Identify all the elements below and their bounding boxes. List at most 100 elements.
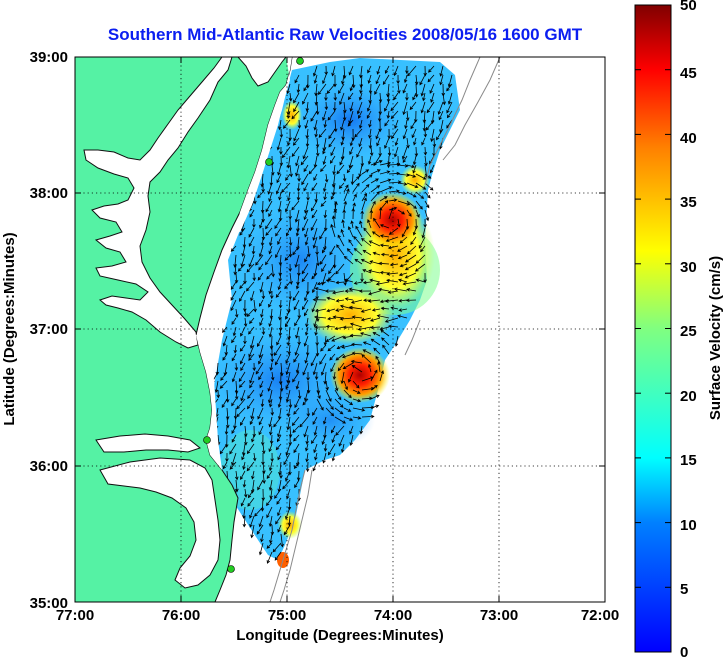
velocity-arrow	[333, 92, 338, 101]
velocity-arrow	[425, 119, 435, 131]
velocity-arrow	[314, 128, 318, 138]
velocity-arrow	[324, 101, 329, 111]
velocity-arrow	[301, 173, 309, 186]
velocity-arrow	[304, 227, 309, 238]
velocity-arrow	[358, 110, 363, 119]
velocity-arrow	[331, 434, 336, 444]
velocity-arrow	[288, 398, 293, 409]
velocity-arrow	[361, 193, 368, 202]
velocity-arrow	[293, 407, 300, 415]
velocity-arrow	[316, 254, 320, 267]
velocity-arrow	[268, 245, 273, 255]
velocity-arrow	[343, 398, 354, 406]
velocity-arrow	[397, 200, 411, 206]
velocity-arrow	[379, 161, 392, 166]
velocity-arrow	[329, 245, 336, 256]
velocity-arrow	[323, 191, 327, 201]
velocity-arrow	[356, 101, 363, 115]
velocity-arrow	[310, 110, 318, 122]
velocity-arrow	[386, 92, 391, 103]
velocity-arrow	[249, 317, 255, 325]
velocity-arrow	[268, 299, 273, 308]
velocity-arrow	[267, 380, 273, 392]
velocity-arrow	[238, 380, 246, 388]
velocity-arrow	[314, 325, 327, 329]
velocity-arrow	[327, 316, 336, 321]
velocity-arrow	[405, 110, 410, 122]
colorbar-tick-label: 45	[680, 65, 697, 82]
velocity-arrow	[305, 434, 309, 445]
albemarle-sound	[95, 433, 202, 453]
velocity-arrow	[393, 65, 399, 77]
velocity-arrow	[341, 74, 345, 85]
velocity-arrow	[260, 434, 265, 446]
velocity-arrow	[379, 370, 384, 382]
velocity-arrow	[293, 92, 300, 104]
velocity-arrow	[379, 186, 393, 193]
velocity-arrow	[380, 252, 390, 257]
velocity-arrow	[304, 119, 309, 129]
velocity-arrow	[324, 173, 329, 183]
velocity-arrow	[370, 178, 379, 184]
velocity-arrow	[326, 308, 336, 313]
velocity-arrow	[423, 146, 428, 156]
velocity-arrow	[370, 338, 381, 346]
velocity-arrow	[388, 227, 399, 235]
velocity-arrow	[388, 162, 401, 167]
velocity-arrow	[322, 416, 327, 425]
velocity-arrow	[328, 137, 336, 148]
velocity-arrow	[415, 191, 425, 199]
velocity-arrow	[249, 371, 255, 384]
velocity-arrow	[346, 248, 354, 256]
velocity-arrow	[256, 524, 264, 535]
velocity-arrow	[323, 209, 328, 219]
y-tick-label: 39:00	[30, 49, 68, 66]
velocity-arrow	[278, 272, 283, 283]
velocity-arrow	[287, 110, 291, 120]
x-tick-label: 76:00	[162, 607, 200, 624]
velocity-arrow	[372, 251, 381, 256]
velocity-arrow	[240, 326, 246, 337]
velocity-arrow	[302, 146, 309, 160]
x-tick-label: 77:00	[56, 607, 94, 624]
velocity-arrow	[338, 83, 345, 95]
velocity-arrow	[415, 200, 423, 210]
colorbar-tick-label: 30	[680, 259, 697, 276]
velocity-arrow	[359, 220, 363, 229]
velocity-arrow	[422, 92, 426, 102]
velocity-arrow	[258, 371, 264, 381]
velocity-arrow	[242, 515, 247, 528]
velocity-arrow	[257, 272, 264, 281]
velocity-arrow	[288, 236, 293, 247]
velocity-arrow	[342, 209, 346, 220]
velocity-arrow	[415, 173, 427, 180]
velocity-arrow	[258, 344, 264, 359]
velocity-arrow	[257, 407, 264, 420]
velocity-arrow	[283, 524, 291, 536]
velocity-arrow	[230, 245, 237, 252]
velocity-arrow	[258, 353, 264, 365]
velocity-arrow	[326, 296, 336, 301]
velocity-arrow	[403, 74, 408, 84]
velocity-arrow	[231, 452, 237, 466]
velocity-arrow	[404, 119, 408, 130]
velocity-arrow	[277, 452, 282, 461]
velocity-arrow	[387, 146, 392, 157]
tick-marks	[75, 57, 605, 602]
velocity-arrow	[268, 515, 273, 527]
velocity-arrow	[380, 329, 390, 337]
velocity-arrow	[297, 308, 302, 319]
velocity-arrow	[261, 290, 266, 300]
velocity-arrow	[265, 254, 273, 266]
velocity-arrow	[380, 306, 390, 311]
velocity-arrow	[234, 389, 239, 400]
velocity-arrow	[379, 270, 390, 275]
grid-lines	[75, 57, 605, 602]
velocity-arrow	[276, 173, 282, 184]
velocity-arrow	[334, 380, 339, 392]
velocity-arrow	[252, 272, 256, 282]
velocity-arrow	[390, 306, 399, 310]
velocity-arrow	[361, 183, 370, 193]
velocity-arrow	[315, 137, 320, 148]
velocity-arrow	[321, 434, 327, 445]
